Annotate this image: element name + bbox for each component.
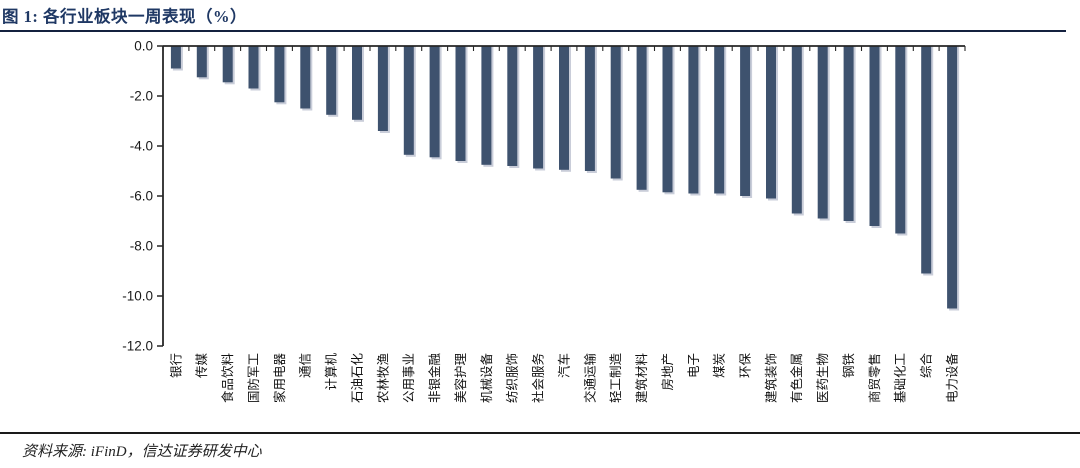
- bar: [688, 46, 699, 194]
- x-axis-category-label: 医药生物: [816, 353, 830, 403]
- bar: [222, 46, 233, 83]
- x-axis-category-label: 公用事业: [402, 353, 416, 403]
- bar: [817, 46, 828, 219]
- bar: [584, 46, 595, 171]
- bar: [196, 46, 207, 78]
- bar: [300, 46, 311, 109]
- x-axis-category-label: 商贸零售: [867, 353, 882, 403]
- title-underline: [0, 30, 1066, 33]
- bar: [326, 46, 337, 115]
- bar: [170, 46, 181, 69]
- y-axis-tick-label: -8.0: [130, 239, 153, 254]
- footer-rule: [0, 432, 1080, 434]
- x-axis-category-label: 综合: [919, 353, 934, 379]
- x-axis-category-label: 环保: [738, 353, 752, 379]
- bar: [921, 46, 932, 274]
- bar: [869, 46, 880, 226]
- bar: [714, 46, 725, 194]
- x-axis-category-label: 国防军工: [246, 353, 261, 403]
- x-axis-category-label: 交通运输: [582, 353, 597, 404]
- industry-weekly-performance-bar-chart: 0.0 -2.0 -4.0 -6.0 -8.0 -10.0 -12.0 银行 传媒 食品饮料 国防军…: [122, 39, 966, 404]
- x-axis-category-label: 电子: [687, 353, 701, 378]
- x-axis-category-label: 计算机: [324, 353, 339, 391]
- x-axis-category-label: 基础化工: [894, 353, 908, 403]
- x-axis-category-label: 机械设备: [479, 353, 494, 404]
- x-axis-category-label: 通信: [299, 353, 313, 378]
- bar: [636, 46, 647, 190]
- x-axis-category-label: 汽车: [556, 353, 571, 378]
- x-axis-category-label: 建筑材料: [634, 353, 649, 404]
- bar: [507, 46, 518, 166]
- y-axis-tick-label: -10.0: [122, 289, 153, 304]
- bar: [403, 46, 414, 155]
- bar: [559, 46, 569, 170]
- x-axis-category-label: 电力设备: [944, 353, 959, 404]
- y-axis-tick-label: -6.0: [130, 189, 153, 204]
- x-axis-category-label: 传媒: [194, 353, 209, 379]
- bar: [766, 46, 776, 199]
- x-axis-category-label: 美容护理: [453, 353, 468, 404]
- x-axis-category-label: 社会服务: [530, 353, 545, 403]
- bar: [352, 46, 362, 120]
- x-axis-category-label: 煤炭: [713, 353, 727, 378]
- y-axis-tick-label: -2.0: [130, 89, 153, 104]
- x-axis-category-label: 家用电器: [272, 353, 287, 404]
- x-axis-category-label: 食品饮料: [220, 353, 235, 404]
- x-axis-category-label: 石油石化: [350, 353, 364, 404]
- x-axis-category-label: 轻工制造: [609, 353, 623, 404]
- bar: [429, 46, 440, 158]
- y-axis-tick-label: -4.0: [130, 139, 153, 154]
- bar: [481, 46, 492, 165]
- bar: [843, 46, 854, 221]
- bar: [662, 46, 673, 193]
- x-axis-category-label: 建筑装饰: [763, 353, 778, 403]
- y-axis-tick-label: -12.0: [122, 339, 153, 354]
- y-axis-tick-label: 0.0: [134, 39, 153, 54]
- bar: [533, 46, 544, 169]
- x-axis-category-label: 有色金属: [789, 353, 804, 403]
- bar: [274, 46, 285, 103]
- x-axis-category-label: 钢铁: [842, 353, 856, 379]
- x-axis-category-label: 银行: [169, 353, 183, 378]
- x-axis-category-label: 非银金融: [427, 353, 442, 404]
- bar: [455, 46, 466, 161]
- bar: [791, 46, 802, 214]
- source-note: 资料来源: iFinD，信达证券研发中心: [22, 444, 262, 460]
- figure-title: 图 1: 各行业板块一周表现（%）: [2, 7, 247, 26]
- bar: [740, 46, 751, 196]
- x-axis-category-label: 纺织服饰: [506, 353, 520, 403]
- x-axis-category-label: 农林牧渔: [376, 353, 390, 403]
- bar: [895, 46, 906, 234]
- bar: [947, 46, 958, 309]
- bar: [377, 46, 388, 131]
- x-axis-category-label: 房地产: [660, 353, 675, 391]
- bar: [248, 46, 259, 89]
- bar: [610, 46, 621, 179]
